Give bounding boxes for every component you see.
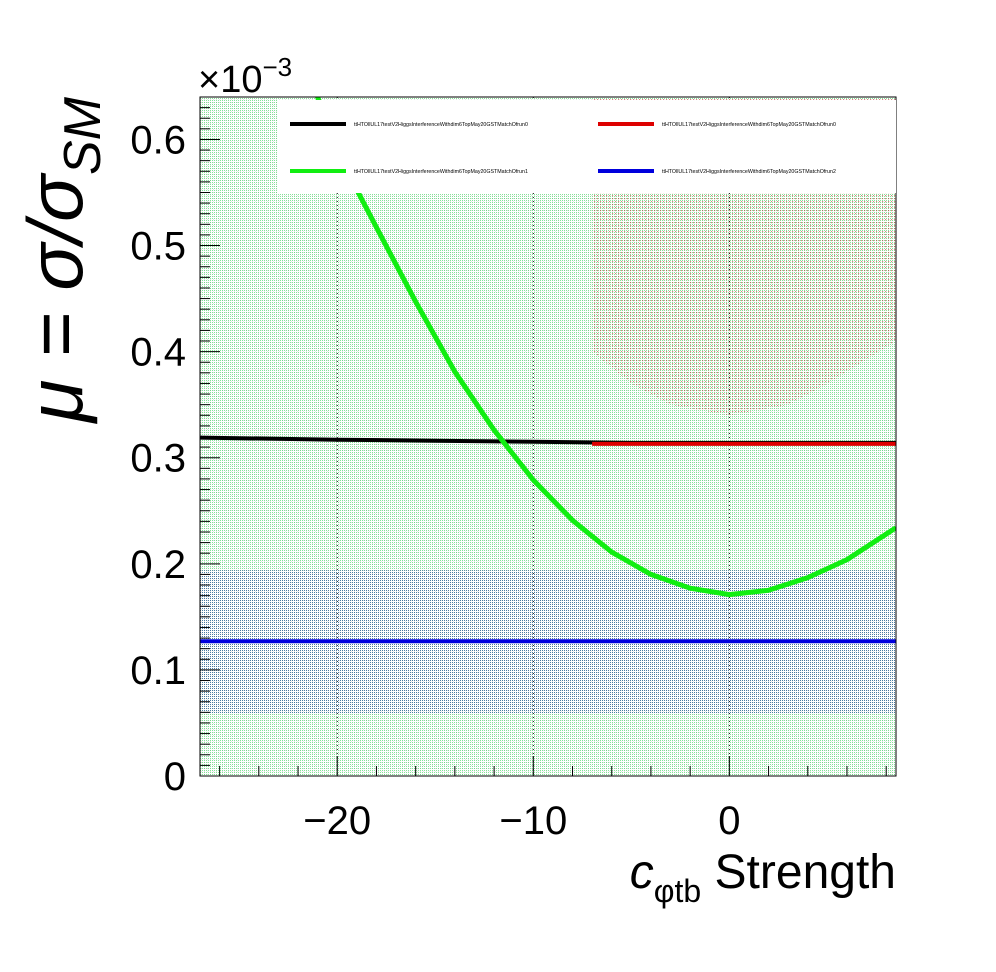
y-tick-label: 0.6: [130, 118, 186, 162]
y-tick-label: 0.3: [130, 437, 186, 481]
y-tick-label: 0.1: [130, 649, 186, 693]
series-line-2: [314, 97, 896, 598]
series-lines: [200, 97, 896, 644]
y-tick-label: 0: [164, 755, 186, 799]
uncertainty-bands: [200, 97, 896, 776]
legend-label-1: ttHTOllUL17testV2HiggsInterferenceWithdi…: [662, 122, 836, 128]
y-tick-label: 0.4: [130, 331, 186, 375]
legend-label-3: ttHTOllUL17testV2HiggsInterferenceWithdi…: [662, 169, 836, 175]
y-exponent: ×10−3: [198, 52, 292, 101]
x-tick-label: −20: [303, 799, 371, 843]
legend-label-0: ttHTOllUL17testV2HiggsInterferenceWithdi…: [354, 122, 528, 128]
legend-label-2: ttHTOllUL17testV2HiggsInterferenceWithdi…: [354, 169, 528, 175]
legend: ttHTOllUL17testV2HiggsInterferenceWithdi…: [278, 100, 896, 193]
legend-box: [278, 100, 896, 193]
x-tick-labels: −20 −10 0: [303, 799, 740, 843]
axis-ticks: [200, 107, 887, 777]
y-axis-title: μ = σ/σSM: [11, 96, 112, 424]
y-tick-labels: 0 0.1 0.2 0.3 0.4 0.5 0.6: [130, 118, 186, 799]
x-tick-label: −10: [499, 799, 567, 843]
x-tick-label: 0: [718, 799, 740, 843]
y-tick-label: 0.5: [130, 225, 186, 269]
x-axis-title: cφtb Strength: [630, 846, 896, 909]
y-tick-label: 0.2: [130, 543, 186, 587]
